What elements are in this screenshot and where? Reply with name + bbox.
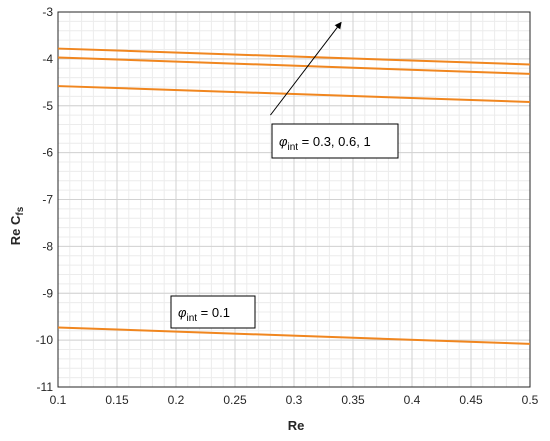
x-tick-label: 0.45 (459, 393, 483, 407)
plot-frame (57, 11, 531, 388)
y-tick-label: -4 (42, 52, 53, 66)
annotation-label-lower: φint = 0.1 (178, 305, 230, 324)
y-tick-label: -5 (42, 99, 53, 113)
y-tick-label: -10 (36, 333, 54, 347)
y-tick-label: -6 (42, 146, 53, 160)
y-tick-label: -11 (37, 380, 54, 394)
series-line (57, 47, 531, 66)
annotation-label-upper: φint = 0.3, 0.6, 1 (279, 134, 371, 153)
x-axis-title: Re (288, 418, 305, 433)
y-tick-label: -3 (42, 5, 53, 19)
x-tick-label: 0.3 (286, 393, 303, 407)
x-tick-label: 0.5 (522, 393, 539, 407)
series-lines (57, 47, 531, 345)
x-tick-label: 0.4 (404, 393, 421, 407)
x-tick-label: 0.2 (168, 393, 185, 407)
x-tick-label: 0.1 (50, 393, 67, 407)
annotation-box-lower: φint = 0.1 (170, 295, 256, 329)
y-tick-label: -9 (42, 286, 53, 300)
x-tick-label: 0.35 (341, 393, 365, 407)
y-tick-label: -8 (42, 239, 53, 253)
y-tick-labels: -3 -4 -5 -6 -7 -8 -9 -10 -11 (36, 5, 54, 394)
series-line (57, 85, 531, 103)
x-tick-label: 0.15 (105, 393, 129, 407)
x-tick-labels: 0.1 0.15 0.2 0.25 0.3 0.35 0.4 0.45 0.5 (50, 393, 539, 407)
y-tick-label: -7 (42, 193, 53, 207)
annotation-box-upper: φint = 0.3, 0.6, 1 (271, 123, 399, 159)
series-line (57, 56, 531, 75)
series-line (57, 326, 531, 345)
annotation-arrow (270, 21, 342, 116)
x-tick-label: 0.25 (223, 393, 247, 407)
y-axis-title: Re Cfs (8, 206, 26, 245)
